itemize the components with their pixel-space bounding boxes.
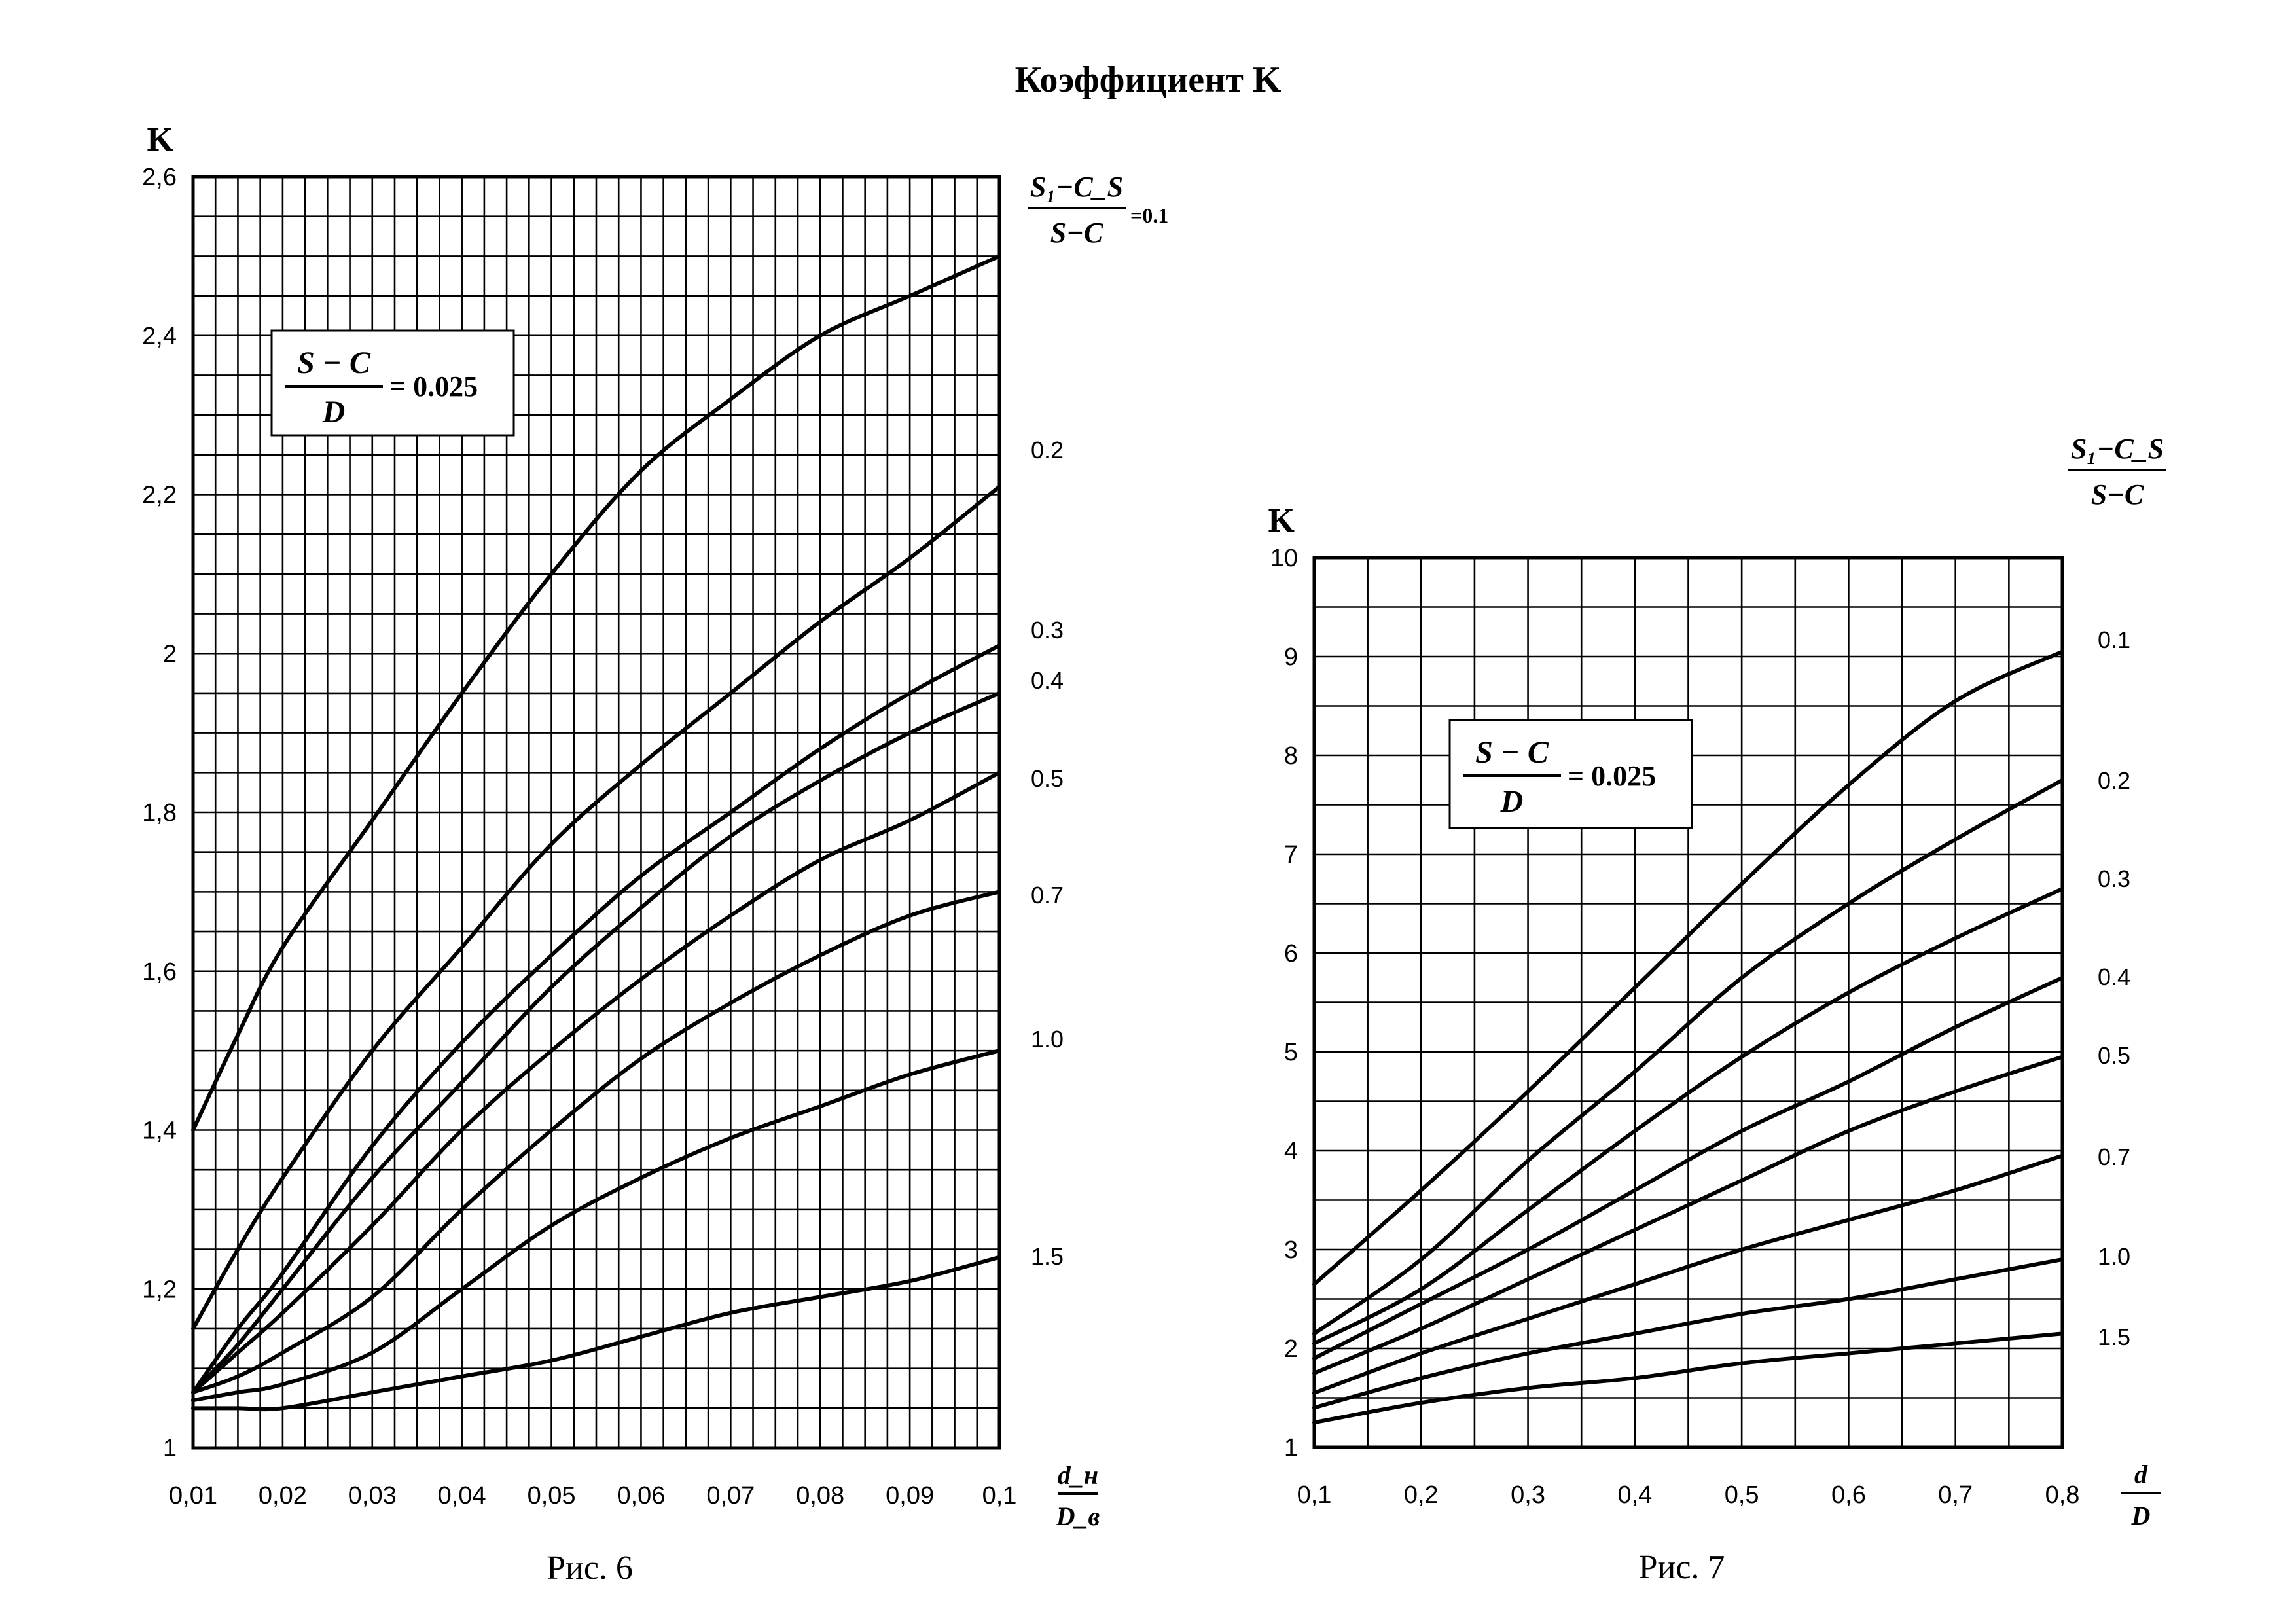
fig7-series-line-0-4 bbox=[1312, 975, 2064, 1361]
fig6-series-label-1-0: 1.0 bbox=[1031, 1026, 1064, 1053]
fig6-box-den: D bbox=[322, 395, 346, 429]
fig6-x-tick-label: 0,06 bbox=[617, 1482, 665, 1509]
fig7-y-tick-label: 1 bbox=[1284, 1434, 1298, 1462]
fig6-y-tick-label: 1,4 bbox=[142, 1117, 177, 1145]
fig6-box-value: = 0.025 bbox=[389, 370, 478, 403]
fig6-x-tick-label: 0,01 bbox=[169, 1482, 217, 1509]
fig7-y-axis-label: K bbox=[1268, 502, 1295, 539]
fig7-x-tick-label: 0,6 bbox=[1831, 1481, 1866, 1509]
fig7-series-label-0-7: 0.7 bbox=[2098, 1144, 2130, 1170]
fig6-x-tick-label: 0,08 bbox=[796, 1482, 844, 1509]
fig6-x-tick-label: 0,1 bbox=[982, 1482, 1017, 1509]
page-title: Коэффициент K bbox=[1015, 60, 1282, 100]
fig7-x-tick-label: 0,8 bbox=[2045, 1481, 2080, 1509]
fig6-parameter-box bbox=[270, 329, 515, 437]
fig6-series-label-0-4: 0.4 bbox=[1031, 667, 1064, 694]
fig6-box-num: S − C bbox=[297, 346, 371, 380]
fig6-series-line-0-2 bbox=[191, 484, 1001, 1331]
fig7-x-tick-label: 0,5 bbox=[1725, 1481, 1759, 1509]
fig6-y-tick-label: 1,2 bbox=[142, 1276, 177, 1303]
fig7-x-tick-label: 0,4 bbox=[1617, 1481, 1652, 1509]
fig6-x-tick-label: 0,02 bbox=[259, 1482, 307, 1509]
fig6-x-axis-label-den: D_в bbox=[1056, 1502, 1100, 1531]
fig7-box-num: S − C bbox=[1475, 735, 1549, 770]
fig7-caption: Рис. 7 bbox=[1639, 1549, 1725, 1586]
fig6-x-tick-label: 0,03 bbox=[348, 1482, 397, 1509]
fig6-series-line-0-1 bbox=[191, 254, 1001, 1132]
fig7-series-label-1-5: 1.5 bbox=[2098, 1324, 2130, 1350]
fig7-x-tick-label: 0,7 bbox=[1938, 1481, 1973, 1509]
fig7-series-label-1-0: 1.0 bbox=[2098, 1243, 2130, 1270]
fig7-x-tick-label: 0,1 bbox=[1297, 1481, 1332, 1509]
fig7-y-tick-label: 6 bbox=[1284, 940, 1298, 967]
fig6-y-tick-label: 2,4 bbox=[142, 323, 177, 350]
fig7-grid bbox=[1313, 556, 2064, 1449]
fig6-series-label-0-2: 0.2 bbox=[1031, 437, 1064, 463]
fig6-y-tick-label: 1 bbox=[163, 1435, 177, 1462]
fig7-series-line-0-1 bbox=[1312, 649, 2064, 1286]
fig7-series-line-0-5 bbox=[1312, 1055, 2064, 1375]
fig7-box-den: D bbox=[1500, 784, 1524, 819]
fig7-legend-header-den: S−C bbox=[2091, 478, 2144, 511]
fig6-series-label-0-7: 0.7 bbox=[1031, 882, 1064, 909]
fig6-series-line-1-5 bbox=[191, 1255, 1001, 1412]
fig7-series-label-0-3: 0.3 bbox=[2098, 865, 2130, 892]
fig6-plot-frame bbox=[191, 175, 1001, 1450]
fig6-x-axis-label-num: d_н bbox=[1058, 1460, 1098, 1490]
fig6-series-line-1-0 bbox=[191, 1049, 1001, 1403]
fig6-legend-header-den: S−C bbox=[1050, 217, 1103, 249]
fig7-series-line-1-5 bbox=[1312, 1331, 2064, 1425]
fig6-series-line-0-4 bbox=[191, 691, 1001, 1395]
fig6-y-axis-label: K bbox=[147, 121, 174, 158]
fig6-series-label-0-5: 0.5 bbox=[1031, 765, 1064, 792]
fig7-series-line-0-3 bbox=[1312, 886, 2064, 1346]
fig7-y-tick-label: 4 bbox=[1284, 1138, 1298, 1165]
fig7-y-tick-label: 10 bbox=[1270, 545, 1298, 572]
fig6-caption: Рис. 6 bbox=[547, 1549, 633, 1587]
fig7-box-value: = 0.025 bbox=[1568, 760, 1656, 792]
fig6-y-tick-label: 1,6 bbox=[142, 958, 177, 986]
fig7-x-axis-label-num: d bbox=[2134, 1460, 2148, 1489]
fig7-chart: 0,1 0,2 0,3 0,4 0,5 0,6 0,7 0,812345678910KdDРи… bbox=[1268, 433, 2166, 1586]
fig7-y-tick-label: 3 bbox=[1284, 1236, 1298, 1264]
fig7-legend-header-num: S₁−C_S bbox=[2071, 433, 2164, 465]
fig6-series-label-1-5: 1.5 bbox=[1031, 1243, 1064, 1270]
fig6-series-line-0-3 bbox=[191, 643, 1001, 1395]
fig7-series-line-0-2 bbox=[1312, 778, 2064, 1336]
fig7-y-tick-label: 7 bbox=[1284, 841, 1298, 869]
fig6-y-tick-label: 2,6 bbox=[142, 164, 177, 191]
fig6-series-label-0-3: 0.3 bbox=[1031, 617, 1064, 643]
fig7-y-tick-label: 9 bbox=[1284, 643, 1298, 671]
fig7-series-label-0-2: 0.2 bbox=[2098, 767, 2130, 794]
fig6-series-line-0-7 bbox=[191, 890, 1001, 1395]
fig6-x-tick-label: 0,07 bbox=[706, 1482, 755, 1509]
fig6-y-tick-label: 2,2 bbox=[142, 482, 177, 509]
fig6-series-line-0-5 bbox=[191, 770, 1001, 1395]
fig6-y-tick-label: 1,8 bbox=[142, 799, 177, 827]
fig7-series-line-1-0 bbox=[1312, 1257, 2064, 1410]
fig7-x-tick-label: 0,2 bbox=[1404, 1481, 1439, 1509]
fig6-x-tick-label: 0,05 bbox=[528, 1482, 576, 1509]
fig7-y-tick-label: 2 bbox=[1284, 1335, 1298, 1363]
fig7-x-axis-label-den: D bbox=[2131, 1501, 2151, 1530]
fig7-plot-frame bbox=[1312, 556, 2064, 1449]
fig7-series-label-0-1: 0.1 bbox=[2098, 626, 2130, 653]
fig7-series-label-0-5: 0.5 bbox=[2098, 1042, 2130, 1069]
fig6-x-tick-label: 0,04 bbox=[438, 1482, 486, 1509]
fig6-chart: 0,01 0,02 0,03 0,04 0,05 0,06 0,07 0,08 0,09 0,1 1… bbox=[142, 121, 1168, 1587]
fig7-x-tick-label: 0,3 bbox=[1511, 1481, 1545, 1509]
fig6-y-tick-label: 2 bbox=[163, 640, 177, 668]
fig6-legend-header-num: S₁−C_S bbox=[1030, 171, 1123, 203]
fig6-x-tick-label: 0,09 bbox=[886, 1482, 934, 1509]
fig7-series-label-0-4: 0.4 bbox=[2098, 964, 2130, 990]
fig7-series-line-0-7 bbox=[1312, 1153, 2064, 1395]
fig7-y-tick-label: 8 bbox=[1284, 742, 1298, 770]
fig6-legend-header-suffix: =0.1 bbox=[1130, 204, 1168, 227]
fig7-y-tick-label: 5 bbox=[1284, 1039, 1298, 1066]
fig7-parameter-box bbox=[1448, 719, 1693, 829]
